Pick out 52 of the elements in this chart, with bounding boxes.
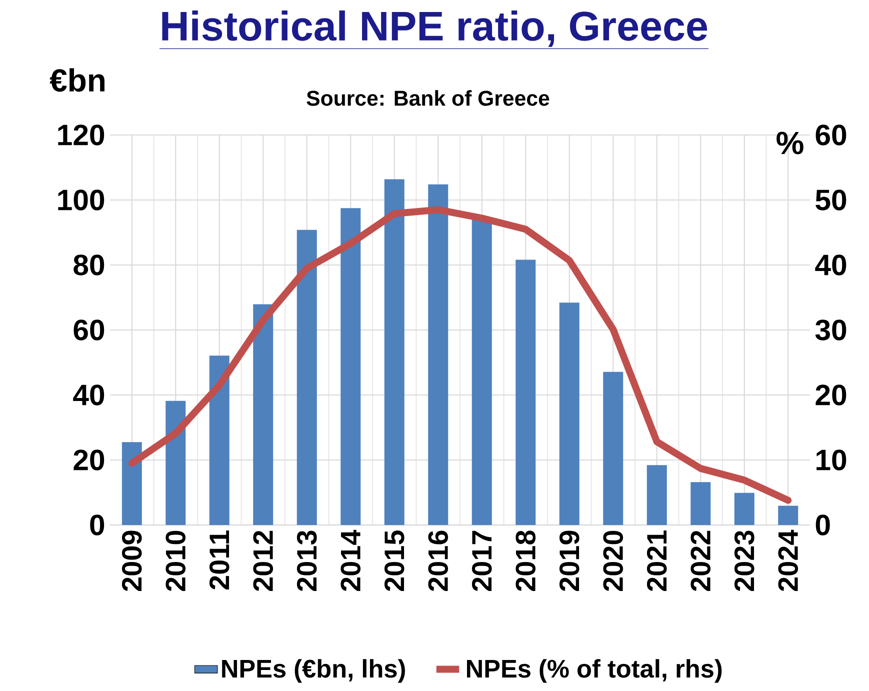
x-tick-label: 2011 [209, 530, 230, 590]
x-tick-label: 2014 [340, 530, 361, 592]
chart-title: Historical NPE ratio, Greece [162, 10, 708, 47]
y-axis-title: €bn [50, 68, 104, 92]
x-tick-label: 2019 [559, 530, 580, 592]
bar [690, 482, 711, 525]
x-tick-label: 2016 [428, 530, 448, 592]
x-tick-label: 2018 [516, 530, 536, 592]
bar [778, 506, 798, 525]
bar [209, 356, 230, 525]
x-tick-label: 2020 [603, 530, 624, 592]
y-tick-label: 100 [58, 190, 104, 210]
legend-label: NPEs (€bn, lhs) [222, 659, 405, 683]
x-tick-label: 2015 [384, 530, 404, 592]
y2-tick-label: 20 [816, 384, 846, 406]
y2-tick-label: 30 [815, 320, 846, 340]
bar [472, 218, 492, 525]
bar [646, 465, 667, 525]
x-tick-label: 2022 [690, 530, 711, 592]
x-tick-label: 2010 [166, 530, 186, 592]
y2-tick-label: 0 [816, 514, 830, 536]
x-tick-label: 2024 [778, 530, 798, 592]
bar [516, 260, 536, 525]
y2-axis-title: % [776, 132, 804, 154]
x-tick-label: 2017 [472, 530, 492, 592]
x-tick-label: 2021 [646, 530, 667, 592]
bar [384, 179, 404, 525]
bar [340, 208, 361, 525]
y-tick-label: 0 [90, 514, 104, 536]
x-tick-label: 2013 [296, 530, 317, 592]
y-tick-label: 120 [58, 124, 104, 146]
y-tick-label: 40 [73, 384, 104, 406]
bar [296, 230, 317, 525]
y2-tick-label: 50 [816, 190, 846, 210]
legend-label: NPEs (% of total, rhs) [467, 659, 722, 683]
bar [603, 372, 624, 525]
x-tick-label: 2009 [122, 530, 142, 592]
source-note: Source: Bank of Greece [306, 90, 550, 106]
x-tick-label: 2012 [253, 530, 274, 592]
y2-tick-label: 40 [815, 254, 846, 276]
x-tick-label: 2023 [734, 530, 754, 592]
y2-tick-label: 60 [816, 124, 846, 146]
y-tick-label: 20 [74, 450, 104, 470]
y2-tick-label: 10 [816, 450, 846, 470]
bar [122, 442, 142, 525]
bar [166, 400, 186, 525]
y-tick-label: 60 [74, 320, 104, 340]
bar [428, 184, 448, 525]
bar [734, 492, 754, 525]
y-tick-label: 80 [74, 254, 104, 276]
bar [253, 304, 274, 525]
bar [559, 302, 580, 525]
